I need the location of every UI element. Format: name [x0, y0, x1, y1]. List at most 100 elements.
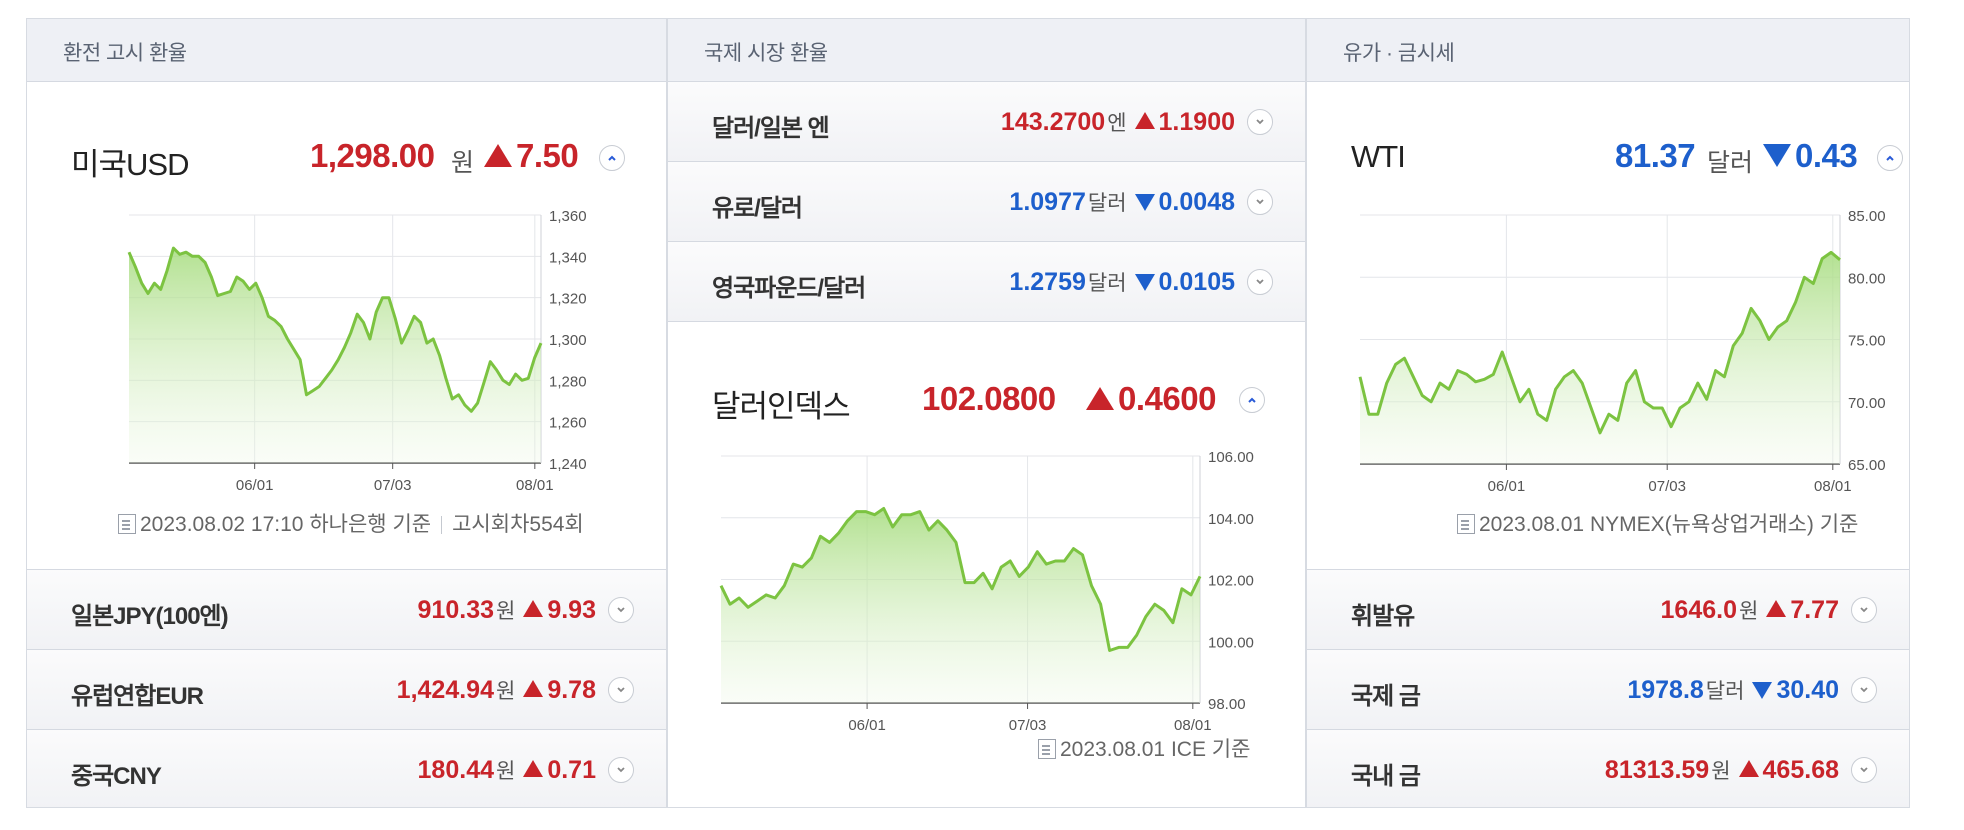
- currency-row-eur[interactable]: 유럽연합EUR 1,424.94원 9.78: [27, 649, 666, 729]
- y-tick-label: 1,240: [549, 456, 587, 473]
- expand-toggle-button[interactable]: [608, 597, 634, 623]
- world-footnote: 2023.08.01 ICE 기준: [1038, 733, 1250, 763]
- main-index-change: 0.4600: [1086, 380, 1216, 418]
- row-change: 1.1900: [1158, 108, 1235, 136]
- x-tick-label: 06/01: [1488, 478, 1526, 495]
- row-value: 1646.0: [1660, 596, 1737, 624]
- row-change: 0.71: [547, 756, 596, 784]
- row-name[interactable]: 국제 금: [1351, 683, 1421, 710]
- chevron-down-icon: [617, 607, 625, 613]
- main-index-value: 102.0800: [922, 380, 1056, 417]
- fx-row-eur-usd[interactable]: 유로/달러 1.0977달러 0.0048: [668, 161, 1305, 241]
- wti-price-chart: 85.00 80.00 75.00 70.00 65.00 06/01 07/03 08/01: [1358, 208, 1886, 495]
- expand-toggle-button[interactable]: [1851, 597, 1877, 623]
- row-name[interactable]: 휘발유: [1351, 603, 1415, 630]
- expand-toggle-button[interactable]: [1247, 269, 1273, 295]
- row-change: 0.0048: [1158, 188, 1235, 216]
- row-name[interactable]: 국내 금: [1351, 763, 1421, 790]
- oil-gold-panel: 유가 · 금시세 WTI 81.37 달러 0.43 85.00 80.00 75.…: [1306, 18, 1910, 808]
- row-change: 30.40: [1776, 676, 1839, 704]
- expand-toggle-button[interactable]: [608, 757, 634, 783]
- collapse-toggle-button[interactable]: [1877, 145, 1903, 171]
- exchange-footnote: 2023.08.02 17:10 하나은행 기준 고시회차554회: [118, 508, 584, 538]
- change-value: 7.50: [516, 137, 579, 174]
- main-currency-name[interactable]: 미국USD: [71, 147, 189, 182]
- dollar-index-chart: 106.00 104.00 102.00 100.00 98.00 06/01 07/03 0…: [719, 449, 1254, 734]
- series-area: [721, 508, 1200, 703]
- chevron-down-icon: [1860, 607, 1868, 613]
- panel-title[interactable]: 환전 고시 환율: [63, 42, 187, 65]
- currency-row-jpy[interactable]: 일본JPY(100엔) 910.33원 9.93: [27, 569, 666, 649]
- row-name[interactable]: 중국CNY: [71, 763, 162, 790]
- collapse-toggle-button[interactable]: [599, 145, 625, 171]
- y-tick-label: 80.00: [1848, 270, 1886, 287]
- row-value: 1978.8: [1627, 676, 1704, 704]
- footnote-source: NYMEX(뉴욕상업거래소) 기준: [1589, 513, 1859, 536]
- panel-title[interactable]: 국제 시장 환율: [704, 42, 828, 65]
- chevron-down-icon: [617, 767, 625, 773]
- series-line: [127, 246, 543, 413]
- commodity-row-intl-gold[interactable]: 국제 금 1978.8달러 30.40: [1307, 649, 1909, 729]
- row-value: 180.44: [417, 756, 494, 784]
- main-commodity-value: 81.37: [1615, 137, 1696, 174]
- main-index-name[interactable]: 달러인덱스: [712, 389, 851, 424]
- row-unit: 원: [496, 760, 516, 783]
- row-unit: 원: [1739, 600, 1759, 623]
- expand-toggle-button[interactable]: [1247, 109, 1273, 135]
- currency-row-cny[interactable]: 중국CNY 180.44원 0.71: [27, 729, 666, 807]
- main-commodity-change: 0.43: [1763, 137, 1858, 175]
- main-commodity-unit: 달러: [1707, 149, 1754, 177]
- row-value: 1.2759: [1009, 268, 1086, 296]
- x-tick-label: 07/03: [374, 477, 412, 494]
- chevron-down-icon: [1256, 279, 1264, 285]
- panel-title[interactable]: 유가 · 금시세: [1343, 42, 1455, 65]
- fx-row-usd-jpy[interactable]: 달러/일본 엔 143.2700엔 1.1900: [668, 81, 1305, 161]
- series-line: [719, 507, 1202, 652]
- row-value-group: 81313.59원 465.68: [1605, 755, 1839, 785]
- y-tick-label: 70.00: [1848, 395, 1886, 412]
- chevron-down-icon: [1860, 767, 1868, 773]
- series-line: [1358, 250, 1841, 435]
- row-name[interactable]: 유럽연합EUR: [71, 683, 204, 710]
- row-unit: 달러: [1705, 680, 1745, 703]
- expand-toggle-button[interactable]: [1247, 189, 1273, 215]
- expand-toggle-button[interactable]: [1851, 757, 1877, 783]
- row-value-group: 143.2700엔 1.1900: [1001, 107, 1235, 137]
- up-arrow-icon: [523, 760, 544, 777]
- world-market-panel: 국제 시장 환율 달러/일본 엔 143.2700엔 1.1900 유로/달러 1…: [667, 18, 1306, 808]
- main-currency-change: 7.50: [484, 137, 579, 175]
- chevron-up-icon: [1886, 155, 1894, 161]
- expand-toggle-button[interactable]: [1851, 677, 1877, 703]
- footnote-date: 2023.08.01: [1479, 513, 1585, 536]
- document-icon: [118, 514, 136, 534]
- row-value: 81313.59: [1604, 756, 1710, 784]
- x-tick-label: 08/01: [1814, 478, 1852, 495]
- footnote-bank: 하나은행 기준: [309, 513, 432, 536]
- chevron-up-icon: [1248, 397, 1256, 403]
- commodity-row-gasoline[interactable]: 휘발유 1646.0원 7.77: [1307, 569, 1909, 649]
- fx-row-gbp-usd[interactable]: 영국파운드/달러 1.2759달러 0.0105: [668, 241, 1305, 321]
- y-tick-label: 1,260: [549, 415, 587, 432]
- down-arrow-icon: [1134, 194, 1155, 211]
- footnote-source: ICE 기준: [1170, 738, 1251, 761]
- up-arrow-icon: [1086, 387, 1114, 410]
- commodity-row-domestic-gold[interactable]: 국내 금 81313.59원 465.68: [1307, 729, 1909, 807]
- row-name[interactable]: 영국파운드/달러: [712, 275, 866, 302]
- row-change: 9.93: [547, 596, 596, 624]
- row-value: 1.0977: [1009, 188, 1086, 216]
- row-change: 465.68: [1762, 756, 1839, 784]
- row-name[interactable]: 달러/일본 엔: [712, 115, 830, 142]
- row-unit: 달러: [1087, 272, 1127, 295]
- x-tick-label: 08/01: [1174, 717, 1212, 734]
- collapse-toggle-button[interactable]: [1239, 387, 1265, 413]
- row-value-group: 1.0977달러 0.0048: [1009, 187, 1235, 217]
- main-currency-value: 1,298.00: [310, 137, 435, 174]
- main-commodity-name[interactable]: WTI: [1351, 139, 1406, 174]
- up-arrow-icon: [1134, 112, 1155, 129]
- row-unit: 원: [496, 680, 516, 703]
- row-name[interactable]: 유로/달러: [712, 195, 803, 222]
- row-name[interactable]: 일본JPY(100엔): [71, 603, 229, 630]
- chevron-down-icon: [1256, 199, 1264, 205]
- expand-toggle-button[interactable]: [608, 677, 634, 703]
